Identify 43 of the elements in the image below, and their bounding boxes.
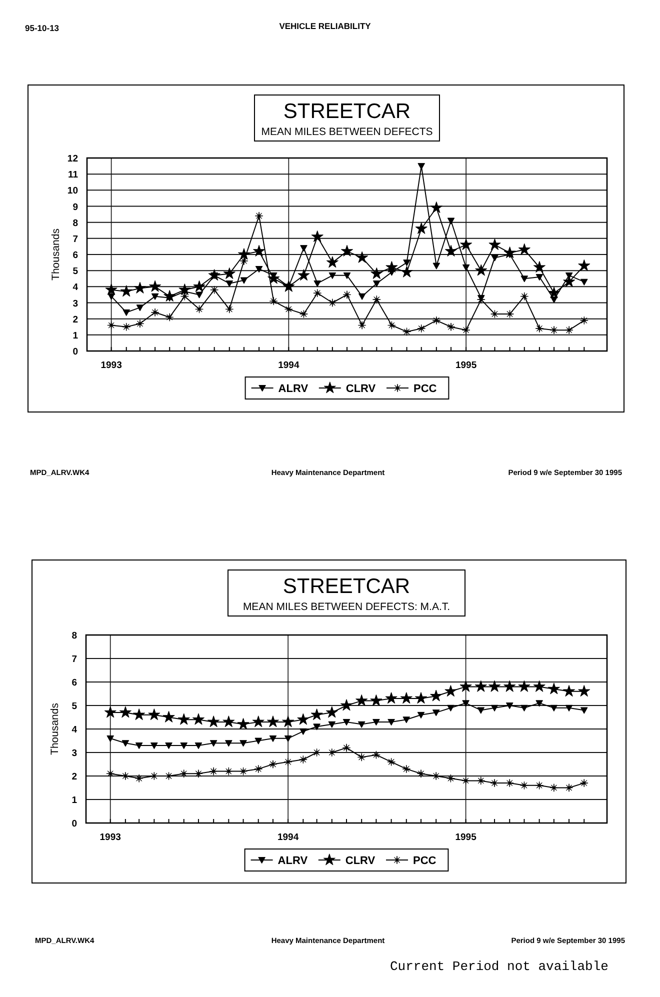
chart-title: STREETCAR <box>282 575 410 598</box>
y-tick-label: 8 <box>72 218 78 229</box>
x-tick-label: 1994 <box>278 360 300 371</box>
y-axis-title: Thousands <box>50 228 62 280</box>
y-tick-label: 3 <box>72 748 77 759</box>
chart-title: STREETCAR <box>283 100 411 123</box>
y-tick-label: 5 <box>72 266 79 278</box>
y-tick-label: 4 <box>72 724 78 736</box>
text: Current Period not available <box>390 959 608 974</box>
y-tick-label: 2 <box>72 772 77 782</box>
x-tick-label: 1994 <box>278 832 300 843</box>
y-tick-label: 10 <box>67 186 78 197</box>
x-tick-label: 1995 <box>455 832 478 843</box>
y-tick-label: 8 <box>72 630 77 642</box>
y-tick-label: 12 <box>67 154 78 164</box>
x-tick-label: 1995 <box>455 360 478 371</box>
y-tick-label: 6 <box>72 250 78 261</box>
y-tick-label: 2 <box>72 314 78 326</box>
y-tick-label: 4 <box>72 282 79 294</box>
y-tick-label: 3 <box>72 298 78 310</box>
y-tick-label: 7 <box>72 234 78 245</box>
legend-label: ALRV <box>278 383 309 395</box>
y-tick-label: 7 <box>72 654 77 665</box>
legend-label: PCC <box>413 855 436 867</box>
y-tick-label: 11 <box>68 170 79 181</box>
y-tick-label: 1 <box>72 330 79 342</box>
y-tick-label: 1 <box>72 795 78 806</box>
legend-label: ALRV <box>278 855 308 867</box>
text: 95-10-13 <box>25 23 60 33</box>
legend-label: CLRV <box>346 383 376 395</box>
legend-label: CLRV <box>345 855 376 867</box>
text: VEHICLE RELIABILITY <box>279 21 372 31</box>
y-axis-title: Thousands <box>49 703 61 755</box>
x-tick-label: 1993 <box>100 360 122 371</box>
y-tick-label: 6 <box>72 678 77 688</box>
y-tick-label: 0 <box>72 818 77 830</box>
y-tick-label: 0 <box>72 346 78 358</box>
chart-subtitle: MEAN MILES BETWEEN DEFECTS: M.A.T. <box>242 601 450 613</box>
y-tick-label: 5 <box>72 701 78 712</box>
legend-label: PCC <box>414 383 437 395</box>
y-tick-label: 9 <box>72 202 78 213</box>
x-tick-label: 1993 <box>100 832 121 843</box>
chart-subtitle: MEAN MILES BETWEEN DEFECTS <box>261 126 433 138</box>
